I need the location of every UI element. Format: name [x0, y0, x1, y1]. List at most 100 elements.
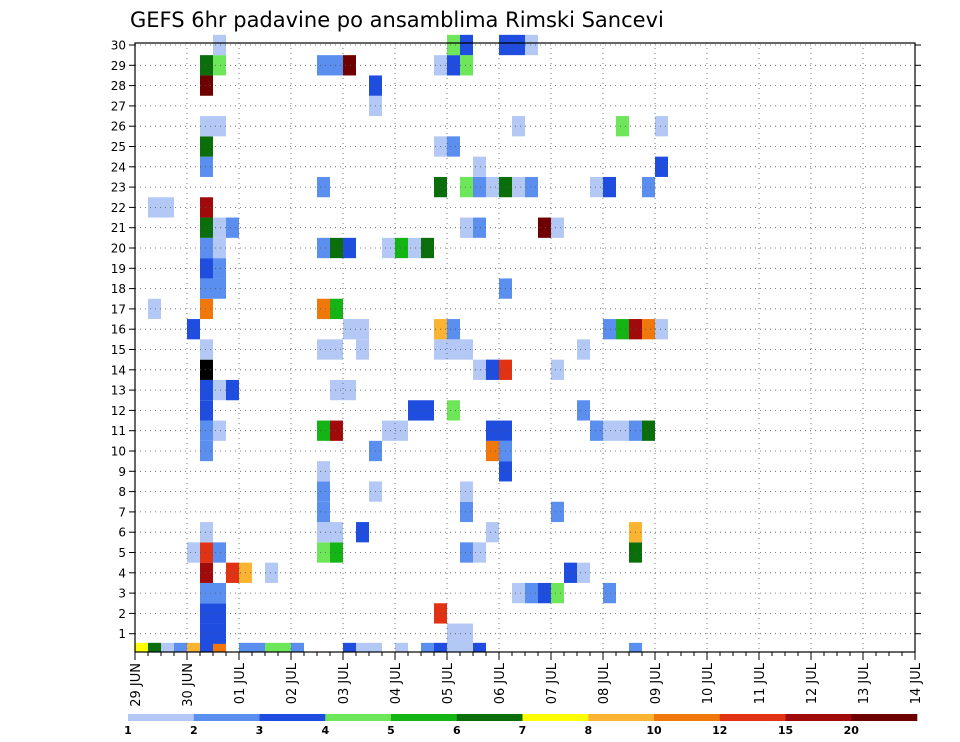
- heatmap-cell: [382, 237, 395, 259]
- y-tick-label: 29: [111, 59, 126, 73]
- x-tick-label: 09 JUL: [649, 662, 664, 704]
- heatmap-cells: [135, 34, 668, 652]
- y-tick-label: 19: [111, 262, 126, 276]
- heatmap-cell: [525, 176, 538, 198]
- x-tick-label: 12 JUL: [805, 662, 820, 704]
- heatmap-cell: [616, 319, 629, 340]
- heatmap-cell: [395, 420, 408, 441]
- heatmap-cell: [317, 420, 330, 441]
- colorbar-label: 4: [321, 724, 329, 737]
- heatmap-cell: [330, 420, 343, 441]
- heatmap-cell: [213, 116, 226, 137]
- heatmap-cell: [512, 176, 525, 198]
- heatmap-cell: [447, 623, 460, 644]
- heatmap-cell: [200, 542, 213, 563]
- heatmap-cell: [226, 562, 239, 583]
- colorbar-swatch: [325, 714, 392, 721]
- y-tick-label: 27: [111, 99, 126, 113]
- heatmap-cell: [200, 623, 213, 644]
- heatmap-cell: [200, 562, 213, 583]
- heatmap-cell: [486, 440, 499, 462]
- heatmap-cell: [200, 116, 213, 137]
- heatmap-cell: [655, 156, 668, 177]
- heatmap-cell: [447, 319, 460, 340]
- heatmap-cell: [265, 642, 278, 652]
- y-tick-label: 12: [111, 404, 126, 418]
- heatmap-cell: [525, 582, 538, 604]
- heatmap-cell: [603, 582, 616, 604]
- y-tick-label: 10: [111, 445, 126, 459]
- x-tick-label: 04 JUL: [389, 662, 404, 704]
- y-tick-label: 28: [111, 79, 126, 93]
- heatmap-cell: [213, 542, 226, 563]
- colorbar-label: 8: [584, 724, 592, 737]
- colorbar-swatch: [588, 714, 655, 721]
- heatmap-cell: [551, 582, 564, 604]
- heatmap-cell: [213, 420, 226, 441]
- heatmap-cell: [330, 379, 343, 401]
- colorbar-label: 10: [646, 724, 662, 737]
- colorbar-label: 1: [124, 724, 132, 737]
- heatmap-cell: [343, 379, 356, 401]
- heatmap-cell: [187, 319, 200, 340]
- x-tick-label: 29 JUN: [129, 663, 144, 707]
- heatmap-cell: [447, 339, 460, 360]
- heatmap-cell: [395, 237, 408, 259]
- heatmap-cell: [447, 400, 460, 421]
- heatmap-cell: [473, 217, 486, 238]
- heatmap-cell: [213, 258, 226, 279]
- heatmap-cell: [226, 379, 239, 401]
- y-tick-label: 8: [118, 485, 126, 499]
- colorbar-label: 20: [844, 724, 860, 737]
- heatmap-cell: [317, 237, 330, 259]
- heatmap-cell: [382, 420, 395, 441]
- heatmap-cell: [460, 34, 473, 56]
- heatmap-cell: [317, 522, 330, 543]
- x-tick-label: 03 JUL: [337, 662, 352, 704]
- colorbar-label: 3: [256, 724, 264, 737]
- heatmap-cell: [148, 197, 161, 218]
- heatmap-cell: [447, 642, 460, 652]
- heatmap-cell: [460, 501, 473, 523]
- colorbar-swatch: [522, 714, 589, 721]
- y-tick-label: 15: [111, 343, 126, 357]
- heatmap-cell: [317, 176, 330, 198]
- colorbar-swatch: [654, 714, 721, 721]
- heatmap-cell: [317, 542, 330, 563]
- heatmap-cell: [330, 542, 343, 563]
- heatmap-cell: [213, 603, 226, 624]
- heatmap-cell: [213, 642, 226, 652]
- heatmap-cell: [161, 642, 174, 652]
- heatmap-cell: [200, 217, 213, 238]
- heatmap-cell: [486, 522, 499, 543]
- heatmap-cell: [317, 298, 330, 320]
- y-tick-label: 6: [118, 526, 126, 540]
- colorbar-label: 7: [519, 724, 527, 737]
- heatmap-cell: [265, 562, 278, 583]
- heatmap-cell: [213, 623, 226, 644]
- y-tick-label: 14: [111, 363, 126, 377]
- heatmap-cell: [642, 420, 655, 441]
- heatmap-cell: [200, 379, 213, 401]
- heatmap-cell: [447, 34, 460, 56]
- heatmap-cell: [213, 237, 226, 259]
- heatmap-cell: [330, 339, 343, 360]
- y-tick-label: 11: [111, 424, 126, 438]
- colorbar-swatch: [785, 714, 852, 721]
- heatmap-cell: [213, 217, 226, 238]
- heatmap-cell: [343, 237, 356, 259]
- x-tick-label: 01 JUL: [233, 662, 248, 704]
- colorbar-label: 12: [712, 724, 727, 737]
- heatmap-cell: [408, 237, 421, 259]
- y-tick-label: 16: [111, 323, 126, 337]
- heatmap-cell: [187, 642, 200, 652]
- x-tick-label: 14 JUL: [909, 662, 924, 704]
- y-tick-label: 21: [111, 221, 126, 235]
- colorbar-label: 15: [778, 724, 793, 737]
- heatmap-cell: [200, 75, 213, 96]
- heatmap-cell: [577, 562, 590, 583]
- heatmap-cell: [148, 642, 161, 652]
- heatmap-cell: [213, 34, 226, 56]
- heatmap-cell: [603, 420, 616, 441]
- x-tick-label: 08 JUL: [597, 662, 612, 704]
